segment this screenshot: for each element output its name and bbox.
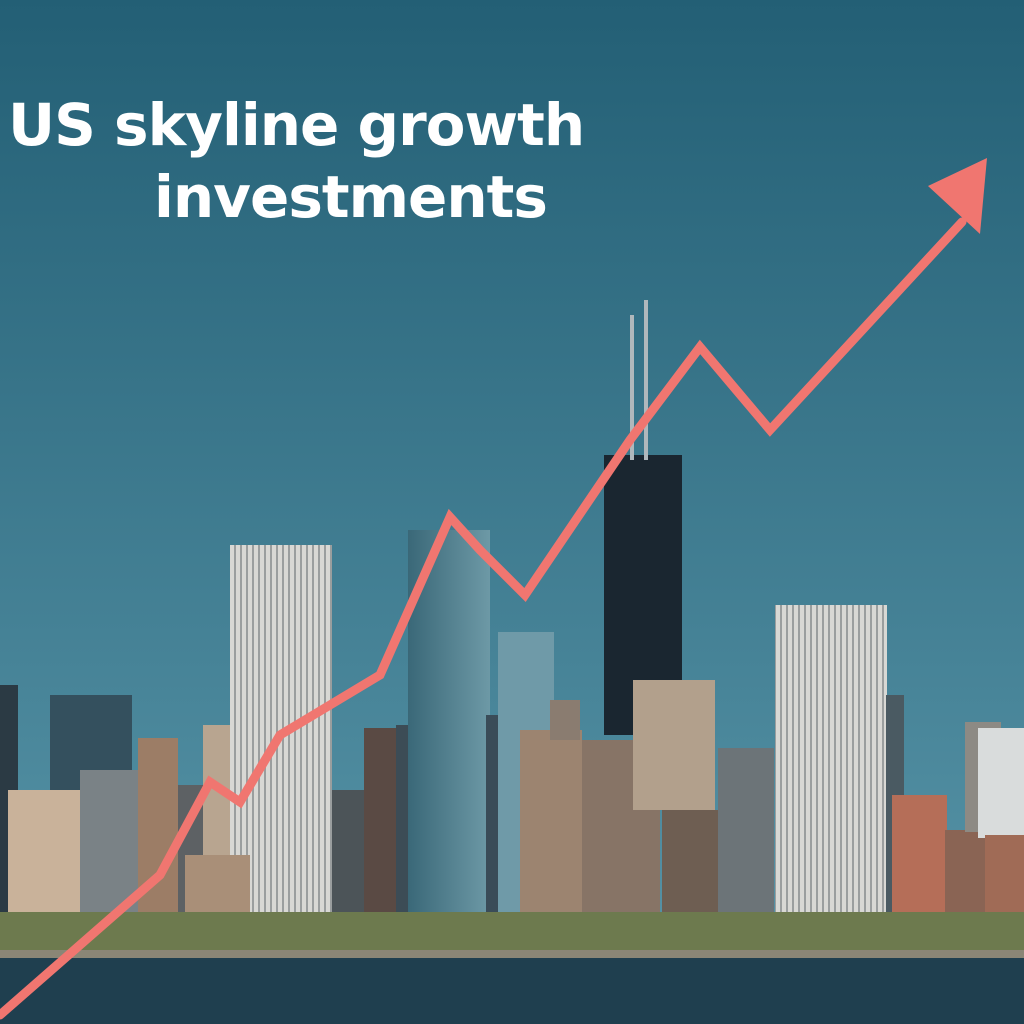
tree-line <box>0 912 1024 954</box>
shoreline <box>0 950 1024 958</box>
upward-trend-arrow-icon <box>0 158 987 1020</box>
buildings <box>0 300 1024 932</box>
headline-line-2: investments <box>154 163 548 231</box>
water <box>0 958 1024 1024</box>
headline-line-1: US skyline growth <box>8 91 585 159</box>
